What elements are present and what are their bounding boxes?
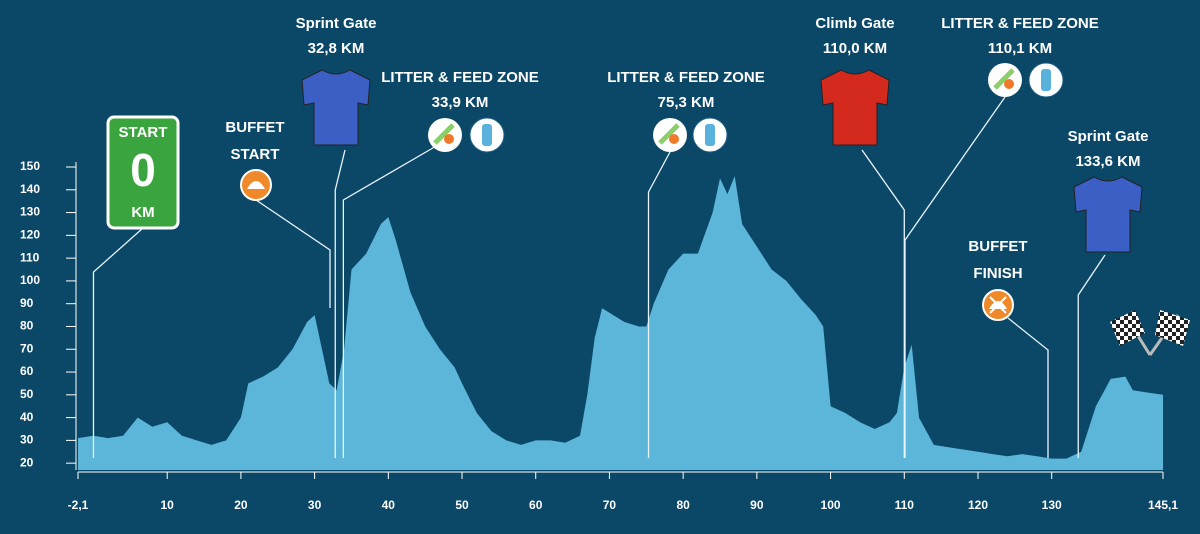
x-tick-label: 80 xyxy=(676,498,690,512)
x-tick-label: 50 xyxy=(455,498,469,512)
buffet-finish-label: BUFFET FINISH xyxy=(968,238,1027,282)
annotation-km: 33,9 KM xyxy=(432,94,489,111)
x-tick-label: 20 xyxy=(234,498,248,512)
x-tick-label: 60 xyxy=(529,498,543,512)
y-tick-label: 70 xyxy=(20,341,34,355)
feed-icon-mark xyxy=(658,123,680,145)
buffet-icon-cross xyxy=(989,296,1007,314)
annotation-km: 110,1 KM xyxy=(988,40,1052,57)
annotation-title: Sprint Gate xyxy=(1068,128,1149,145)
annotation-title: LITTER & FEED ZONE xyxy=(941,15,1099,32)
leader-line xyxy=(255,199,331,308)
annotation-km: 75,3 KM xyxy=(658,94,715,111)
y-tick-label: 60 xyxy=(20,364,34,378)
finish-flags xyxy=(1110,310,1190,356)
y-tick-label: 90 xyxy=(20,296,34,310)
feed-icon-dot xyxy=(444,134,454,144)
y-tick-label: 120 xyxy=(20,228,40,242)
x-tick-label: 110 xyxy=(895,498,915,512)
feed-icon-dot xyxy=(669,134,679,144)
jersey-body xyxy=(820,69,890,146)
annotation-km: 32,8 KM xyxy=(308,40,365,57)
jersey xyxy=(820,69,890,146)
bottle-icon-body xyxy=(482,124,492,146)
y-tick-label: 150 xyxy=(20,159,40,173)
y-tick-label: 20 xyxy=(20,455,34,469)
annotation-title: Sprint Gate xyxy=(296,15,377,32)
feed-icon-mark xyxy=(993,68,1015,90)
feed-icon-dot xyxy=(1004,79,1014,89)
y-tick-label: 100 xyxy=(20,273,40,287)
y-tick-label: 50 xyxy=(20,387,34,401)
buffet-icon-dome xyxy=(247,181,265,189)
y-tick-label: 30 xyxy=(20,433,34,447)
x-tick-label: 70 xyxy=(603,498,617,512)
x-tick-label: -2,1 xyxy=(68,498,89,512)
feed-icon-mark xyxy=(433,123,455,145)
start-title: START xyxy=(119,124,168,141)
y-tick-label: 40 xyxy=(20,410,34,424)
bottle-icon-body xyxy=(1041,69,1051,91)
leader-line xyxy=(342,144,439,458)
y-tick-label: 110 xyxy=(20,250,40,264)
leader-line xyxy=(1007,317,1049,458)
x-tick-label: 40 xyxy=(382,498,396,512)
jersey-body xyxy=(1073,176,1143,253)
leader-line xyxy=(647,151,671,458)
annotation-title: Climb Gate xyxy=(815,15,894,32)
annotation-km: 110,0 KM xyxy=(823,40,887,57)
y-tick-label: 80 xyxy=(20,319,34,333)
x-tick-label: 145,1 xyxy=(1148,498,1178,512)
annotation-km: 133,6 KM xyxy=(1075,153,1140,170)
annotation-title: LITTER & FEED ZONE xyxy=(381,69,539,86)
x-tick-label: 130 xyxy=(1042,498,1062,512)
leader-line xyxy=(861,149,905,458)
bottle-icon-body xyxy=(705,124,715,146)
jersey xyxy=(301,69,371,146)
x-tick-label: 90 xyxy=(750,498,764,512)
buffet-start-label: BUFFET START xyxy=(225,119,284,163)
y-tick-label: 140 xyxy=(20,182,40,196)
x-tick-label: 10 xyxy=(161,498,175,512)
leader-line xyxy=(904,96,1006,458)
leader-line xyxy=(334,149,346,458)
x-tick-label: 30 xyxy=(308,498,322,512)
annotation-title: LITTER & FEED ZONE xyxy=(607,69,765,86)
jersey xyxy=(1073,176,1143,253)
y-tick-label: 130 xyxy=(20,205,40,219)
leader-line xyxy=(1077,254,1106,458)
leader-line xyxy=(92,227,144,458)
jersey-body xyxy=(301,69,371,146)
start-unit: KM xyxy=(131,204,154,221)
x-tick-label: 120 xyxy=(968,498,988,512)
elevation-area xyxy=(78,176,1163,470)
start-km: 0 xyxy=(130,144,156,196)
x-tick-label: 100 xyxy=(821,498,841,512)
